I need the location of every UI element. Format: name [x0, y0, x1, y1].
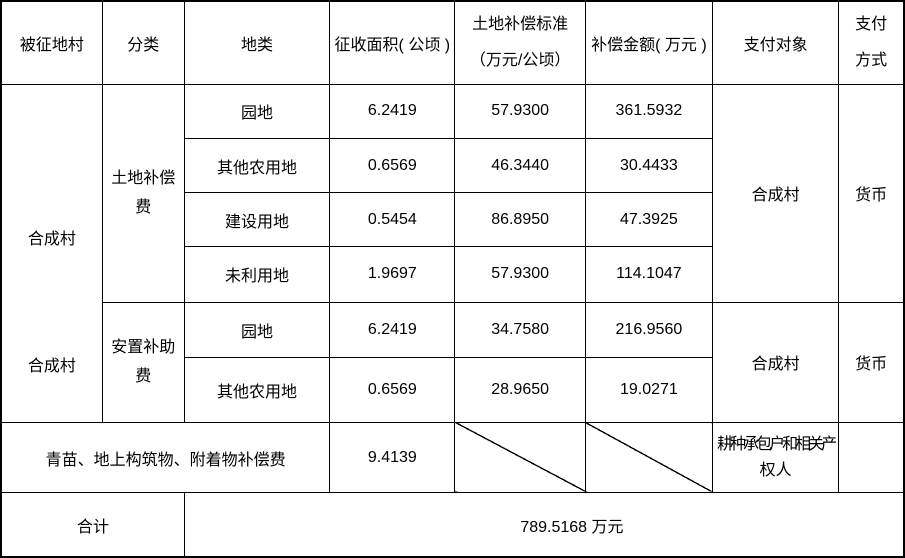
table-row: 其他农用地 0.6569 28.9650 19.0271: [1, 356, 904, 423]
diagonal-slash-cell: [454, 421, 586, 494]
amount-cell: 47.3925: [584, 192, 714, 248]
table-row: 其他农用地 0.6569 46.3440 30.4433: [1, 137, 904, 194]
amount-cell: 30.4433: [584, 137, 714, 194]
village-cell: 合成村 合成村: [0, 83, 103, 423]
standard-cell: 28.9650: [454, 356, 586, 423]
header-standard-line1: 土地补偿标准: [472, 15, 569, 33]
header-row: 被征地村 分类 地类 征收面积( 公顷 ) 土地补偿标准 （万元/公顷） 补偿金…: [0, 0, 905, 85]
header-method: 支付 方式: [838, 0, 905, 85]
land-type-cell: 其他农用地: [183, 137, 331, 194]
total-label-cell: 合计: [0, 492, 185, 558]
header-method-line2: 方式: [855, 51, 888, 69]
area-cell: 1.9697: [329, 246, 456, 303]
land-type-cell: 未利用地: [183, 246, 331, 303]
method-cell: 货币: [838, 83, 905, 303]
table-row: 合成村 合成村 土地补偿 费 园地 6.2419 57.9300 361.593…: [0, 83, 905, 423]
village-labels: 合成村 合成村: [2, 86, 102, 421]
method-cell: 货币: [838, 301, 905, 423]
misc-payee-cell: 耕种承包户和相关产 权人: [712, 421, 840, 494]
category-resettlement-subsidy: 安置补助 费: [101, 301, 185, 423]
header-category: 分类: [101, 0, 185, 85]
misc-row: 青苗、地上构筑物、附着物补偿费 9.4139 耕种承包户和相关产 权人: [0, 421, 905, 494]
category-line2: 费: [135, 368, 152, 386]
standard-cell: 57.9300: [454, 83, 586, 139]
header-standard-line2: （万元/公顷）: [469, 51, 571, 69]
payee-cell: 合成村: [712, 301, 840, 423]
header-area: 征收面积( 公顷 ): [329, 0, 456, 85]
header-standard: 土地补偿标准 （万元/公顷）: [454, 0, 586, 85]
category-line1: 安置补助: [111, 339, 176, 357]
amount-cell: 114.1047: [584, 246, 714, 303]
misc-label-cell: 青苗、地上构筑物、附着物补偿费: [0, 421, 331, 494]
header-land-type: 地类: [183, 0, 331, 85]
area-cell: 6.2419: [329, 301, 456, 358]
amount-cell: 361.5932: [584, 83, 714, 139]
header-method-line1: 支付: [855, 15, 888, 33]
area-cell: 0.6569: [329, 356, 456, 423]
area-cell: 6.2419: [329, 83, 456, 139]
category-line1: 土地补偿: [111, 170, 176, 188]
misc-area-cell: 9.4139: [329, 421, 456, 494]
standard-cell: 34.7580: [454, 301, 586, 358]
amount-cell: 19.0271: [584, 356, 714, 423]
land-type-cell: 其他农用地: [183, 356, 331, 423]
table-row: 建设用地 0.5454 86.8950 47.3925: [1, 192, 904, 248]
table-row: 安置补助 费 园地 6.2419 34.7580 216.9560 合成村 货币: [1, 301, 905, 423]
standard-cell: 46.3440: [454, 137, 586, 194]
payee-cell: 合成村: [712, 83, 840, 303]
header-village: 被征地村: [0, 0, 103, 85]
header-amount: 补偿金额( 万元 ): [584, 0, 714, 85]
category-line2: 费: [135, 199, 152, 217]
category-land-compensation: 土地补偿 费: [101, 83, 185, 303]
standard-cell: 57.9300: [454, 246, 586, 303]
land-type-cell: 园地: [183, 83, 331, 139]
village-label-2: 合成村: [27, 357, 76, 375]
misc-payee-line2: 权人: [759, 461, 792, 479]
standard-cell: 86.8950: [454, 192, 586, 248]
area-cell: 0.5454: [329, 192, 456, 248]
area-cell: 0.6569: [329, 137, 456, 194]
header-payee: 支付对象: [712, 0, 840, 85]
table-row: 未利用地 1.9697 57.9300 114.1047: [1, 246, 904, 303]
land-type-cell: 建设用地: [183, 192, 331, 248]
total-row: 合计 789.5168 万元: [0, 492, 905, 558]
misc-payee-line1: 耕种承包户和相关产: [717, 435, 837, 453]
land-type-cell: 园地: [183, 301, 331, 358]
misc-method-cell: [838, 421, 905, 494]
total-value-cell: 789.5168 万元: [183, 492, 905, 558]
diagonal-slash-cell: [584, 421, 714, 494]
amount-cell: 216.9560: [584, 301, 714, 358]
village-label-1: 合成村: [27, 230, 76, 248]
